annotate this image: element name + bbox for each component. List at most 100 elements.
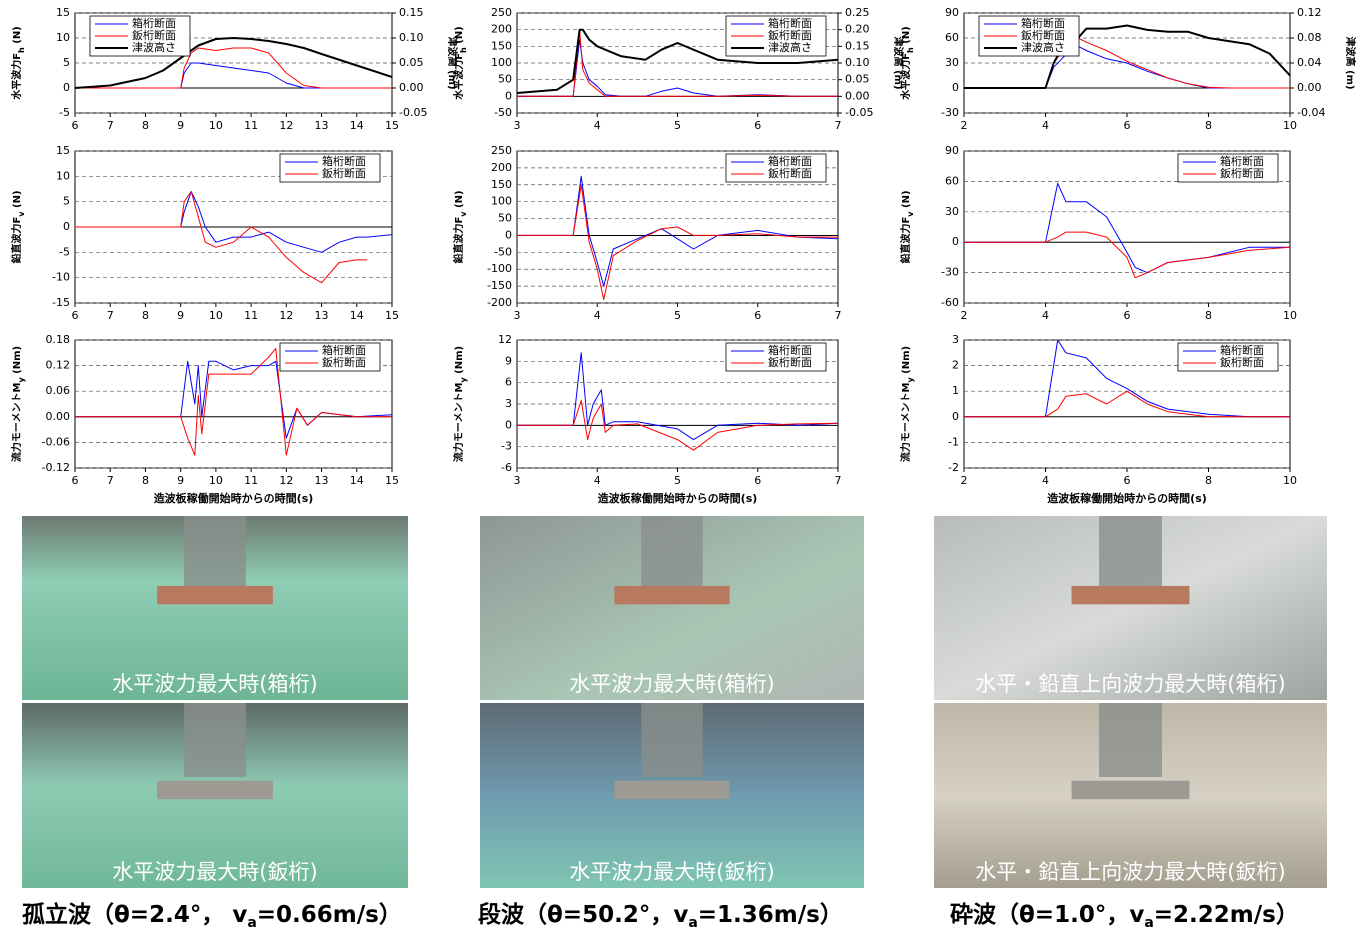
x-tick-label: 6 (754, 119, 761, 132)
x-tick-label: 2 (961, 309, 968, 322)
legend-label: 箱桁断面 (132, 16, 176, 30)
legend-label: 箱桁断面 (1220, 154, 1264, 168)
y-axis-label-part: 流力モーメントM (899, 383, 912, 463)
x-tick-label: 9 (177, 474, 184, 487)
y-axis-label-part: 水平波力F (452, 53, 465, 101)
y2-tick-label: 0.12 (1297, 6, 1322, 19)
y-axis-label-part: v (17, 211, 26, 217)
x-tick-label: 10 (209, 309, 223, 322)
y-axis-label-part: 流力モーメントM (452, 383, 465, 463)
y2-tick-label: 0.20 (845, 23, 870, 36)
legend-label: 鈑桁断面 (1220, 355, 1264, 369)
photo-pier (641, 516, 703, 590)
x-tick-label: 5 (674, 309, 681, 322)
legend-label: 箱桁断面 (1021, 16, 1065, 30)
y-tick-label: 0 (505, 228, 512, 241)
x-tick-label: 9 (177, 119, 184, 132)
legend-box (725, 342, 827, 372)
photo-pier (641, 703, 703, 777)
caption-part: =2.22m/s） (1154, 901, 1299, 928)
legend-label: 鈑桁断面 (768, 166, 812, 180)
legend-label: 鈑桁断面 (1021, 28, 1065, 42)
y-axis-label-part: (N) (12, 26, 23, 47)
y-tick-label: -0.06 (42, 435, 70, 448)
y-tick-label: 150 (491, 39, 512, 52)
y-tick-label: 15 (56, 6, 70, 19)
y-tick-label: 0.12 (46, 359, 71, 372)
y-axis-label-part: y (17, 377, 26, 383)
series-line (964, 24, 1291, 89)
y-tick-label: 3 (505, 397, 512, 410)
y2-tick-label: 0.00 (1297, 81, 1322, 94)
photo-girder (1071, 780, 1190, 800)
x-tick-label: 10 (1283, 119, 1297, 132)
x-tick-label: 9 (177, 309, 184, 322)
y-tick-label: 30 (945, 205, 959, 218)
y-tick-label: -6 (501, 461, 512, 474)
caption-part: a (1144, 915, 1153, 931)
y-axis-label: 鉛直波力Fv (N) (10, 190, 26, 263)
y-axis-label: 水平波力Fh (N) (10, 26, 26, 101)
legend-label: 箱桁断面 (1220, 343, 1264, 357)
figure-caption: 段波（θ=50.2°，va=1.36m/s） (478, 901, 843, 932)
x-tick-label: 4 (1042, 309, 1049, 322)
x-axis-label: 造波板稼働開始時からの時間(s) (1047, 491, 1207, 505)
y2-tick-label: 0.10 (845, 56, 870, 69)
series-line (517, 184, 838, 301)
x-tick-label: 7 (835, 309, 842, 322)
y-axis-label-part: 鉛直波力F (899, 217, 912, 264)
x-tick-label: 6 (72, 119, 79, 132)
y2-tick-label: 0.10 (399, 31, 424, 44)
y-tick-label: -5 (59, 106, 70, 119)
x-tick-label: 3 (514, 309, 521, 322)
y-tick-label: 0 (952, 81, 959, 94)
series-line (75, 191, 393, 253)
series-line (75, 191, 368, 284)
y2-tick-label: 0.08 (1297, 31, 1322, 44)
x-tick-label: 8 (142, 119, 149, 132)
series-line (517, 352, 839, 441)
x-tick-label: 15 (385, 119, 399, 132)
x-tick-label: 10 (209, 119, 223, 132)
x-tick-label: 13 (315, 119, 329, 132)
x-tick-label: 14 (350, 119, 364, 132)
y2-axis-label: 津波高 (m) (1344, 36, 1357, 89)
legend-label: 箱桁断面 (768, 343, 812, 357)
legend-label: 鈑桁断面 (132, 28, 176, 42)
x-tick-label: 6 (1124, 119, 1131, 132)
y-tick-label: 0 (63, 220, 70, 233)
y-tick-label: 200 (491, 161, 512, 174)
legend-label: 津波高さ (132, 40, 176, 54)
y-axis-label-part: (N) (901, 190, 912, 211)
series-line (74, 37, 393, 89)
y-tick-label: 15 (56, 144, 70, 157)
y-tick-label: 50 (498, 212, 512, 225)
y2-tick-label: -0.05 (399, 106, 427, 119)
legend-label: 鈑桁断面 (1220, 166, 1264, 180)
y-tick-label: 50 (498, 73, 512, 86)
figure-caption: 孤立波（θ=2.4°， va=0.66m/s） (22, 901, 402, 932)
y-tick-label: -0.12 (42, 461, 70, 474)
x-tick-label: 4 (1042, 474, 1049, 487)
y-tick-label: 60 (945, 174, 959, 187)
caption-part: =1.36m/s） (698, 901, 843, 928)
caption-part: =0.66m/s） (257, 901, 402, 928)
y-tick-label: 5 (63, 56, 70, 69)
x-tick-label: 12 (279, 474, 293, 487)
y-axis-label-part: (Nm) (454, 346, 465, 377)
y-tick-label: -5 (59, 245, 70, 258)
x-tick-label: 7 (107, 119, 114, 132)
y-tick-label: -50 (494, 106, 512, 119)
x-tick-label: 8 (1205, 119, 1212, 132)
x-tick-label: 11 (244, 474, 258, 487)
x-tick-label: 8 (142, 474, 149, 487)
y-tick-label: 0.18 (46, 333, 71, 346)
x-tick-label: 12 (279, 309, 293, 322)
x-tick-label: 8 (142, 309, 149, 322)
y-axis-label-part: (Nm) (901, 346, 912, 377)
x-tick-label: 6 (1124, 309, 1131, 322)
y-tick-label: 0 (952, 410, 959, 423)
y-axis-label-part: 流力モーメントM (10, 383, 23, 463)
y-axis-label: 流力モーメントMy (Nm) (10, 346, 26, 462)
legend-label: 鈑桁断面 (768, 28, 812, 42)
